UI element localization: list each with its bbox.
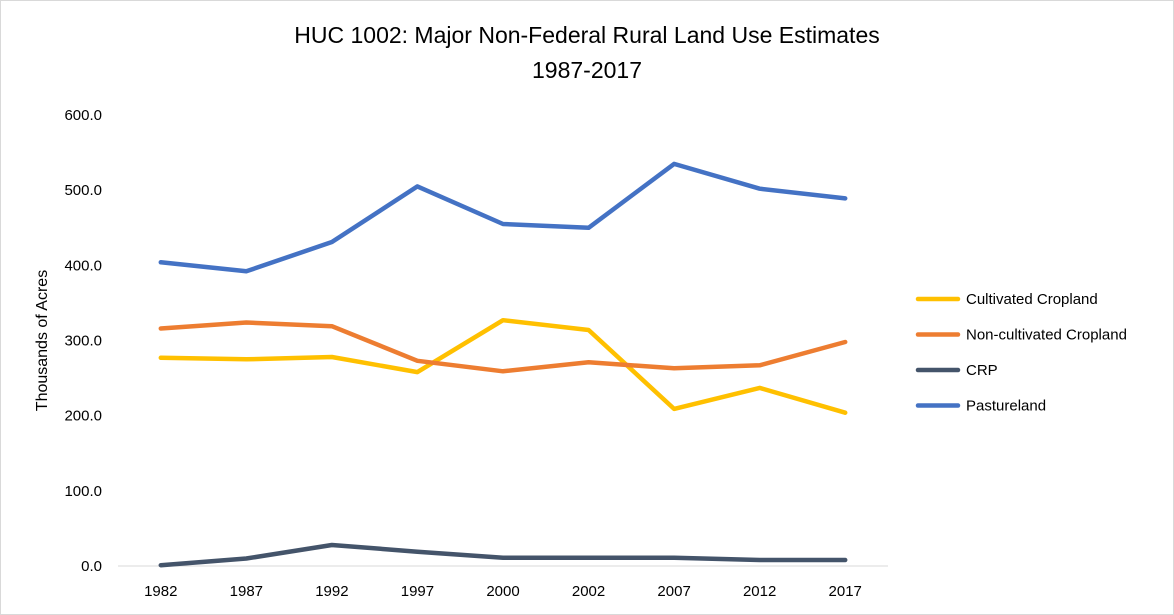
legend: Cultivated Cropland Non-cultivated Cropla… <box>915 291 1127 415</box>
series-lines <box>158 161 848 568</box>
x-tick-label: 1987 <box>230 583 263 600</box>
legend-label: Cultivated Cropland <box>966 291 1098 308</box>
y-tick-label: 300.0 <box>64 333 102 350</box>
series-line-pastureland <box>158 161 848 274</box>
chart-subtitle: 1987-2017 <box>532 57 642 83</box>
y-tick-label: 0.0 <box>81 558 102 575</box>
legend-label: Non-cultivated Cropland <box>966 327 1127 344</box>
y-tick-label: 400.0 <box>64 257 102 274</box>
x-tick-label: 2007 <box>657 583 690 600</box>
y-axis-label: Thousands of Acres <box>34 270 51 411</box>
legend-label: Pastureland <box>966 398 1046 415</box>
chart-title: HUC 1002: Major Non-Federal Rural Land U… <box>294 22 880 48</box>
legend-label: CRP <box>966 362 998 379</box>
x-tick-label: 2000 <box>486 583 519 600</box>
x-tick-label: 2012 <box>743 583 776 600</box>
y-tick-label: 200.0 <box>64 408 102 425</box>
x-tick-label: 1982 <box>144 583 177 600</box>
y-tick-label: 600.0 <box>64 107 102 124</box>
series-line-non-cultivated-cropland <box>158 320 848 374</box>
y-axis-ticks: 0.0 100.0 200.0 300.0 400.0 500.0 600.0 <box>64 107 102 575</box>
series-line-crp <box>158 542 848 568</box>
series-line-cultivated-cropland <box>158 317 848 415</box>
x-tick-label: 1997 <box>401 583 434 600</box>
x-tick-label: 2002 <box>572 583 605 600</box>
x-axis-ticks: 1982 1987 1992 1997 2000 2002 2007 2012 2017 <box>144 583 862 600</box>
x-tick-label: 1992 <box>315 583 348 600</box>
y-tick-label: 500.0 <box>64 182 102 199</box>
x-tick-label: 2017 <box>829 583 862 600</box>
y-tick-label: 100.0 <box>64 483 102 500</box>
